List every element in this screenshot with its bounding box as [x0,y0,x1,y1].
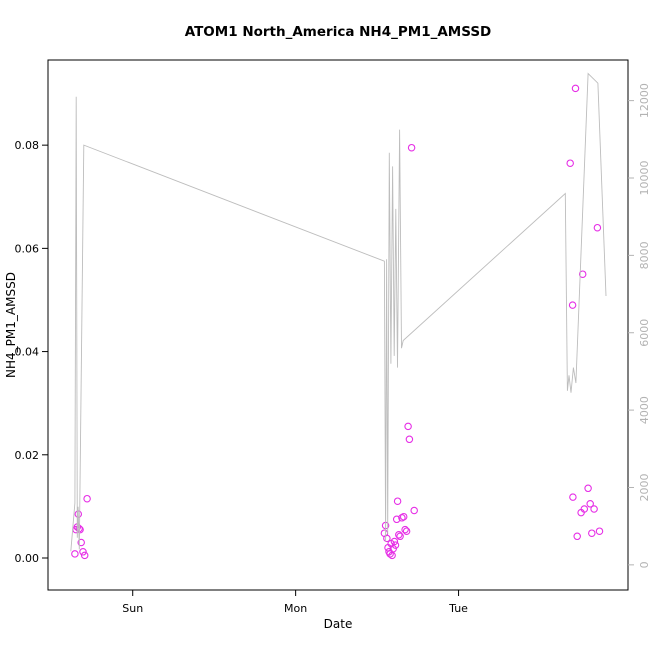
data-point [408,145,414,151]
data-point [405,423,411,429]
data-point [397,533,403,539]
data-point [569,302,575,308]
right-axis-tick-label: 6000 [638,319,650,347]
data-point [591,506,597,512]
data-point [403,528,409,534]
right-axis-tick-label: 10000 [638,160,650,195]
data-point [394,498,400,504]
plot-border [48,60,628,590]
y-axis-title: NH4_PM1_AMSSD [4,272,18,378]
x-axis-tick-label: Mon [284,602,307,615]
data-point [411,507,417,513]
right-axis-tick-label: 2000 [638,473,650,501]
data-point [84,496,90,502]
x-axis-tick-label: Tue [448,602,468,615]
left-axis-tick-label: 0.08 [15,139,40,152]
left-axis-tick-label: 0.00 [15,552,40,565]
data-point [594,225,600,231]
plot-area: Sun Mon Tue 0.00 0.02 0.04 0.06 0.08 0 2000 4000 60… [15,60,650,615]
right-axis-tick-label: 12000 [638,83,650,118]
x-axis-tick-label: Sun [122,602,143,615]
data-point [402,526,408,532]
right-axis-tick-label: 8000 [638,241,650,269]
data-point [596,528,602,534]
left-axis-tick-label: 0.04 [15,346,40,359]
data-point [572,85,578,91]
data-point [72,551,78,557]
x-axis-title: Date [324,617,353,631]
data-point [401,514,407,520]
line-series [71,74,606,552]
data-point [574,533,580,539]
data-point [589,530,595,536]
left-axis-tick-label: 0.02 [15,449,40,462]
right-axis-tick-label: 0 [638,561,650,568]
data-point [567,160,573,166]
left-axis-tick-label: 0.06 [15,242,40,255]
data-point [406,436,412,442]
right-axis-tick-label: 4000 [638,396,650,424]
data-point [585,485,591,491]
chart-title: ATOM1 North_America NH4_PM1_AMSSD [185,24,492,40]
data-point [570,494,576,500]
